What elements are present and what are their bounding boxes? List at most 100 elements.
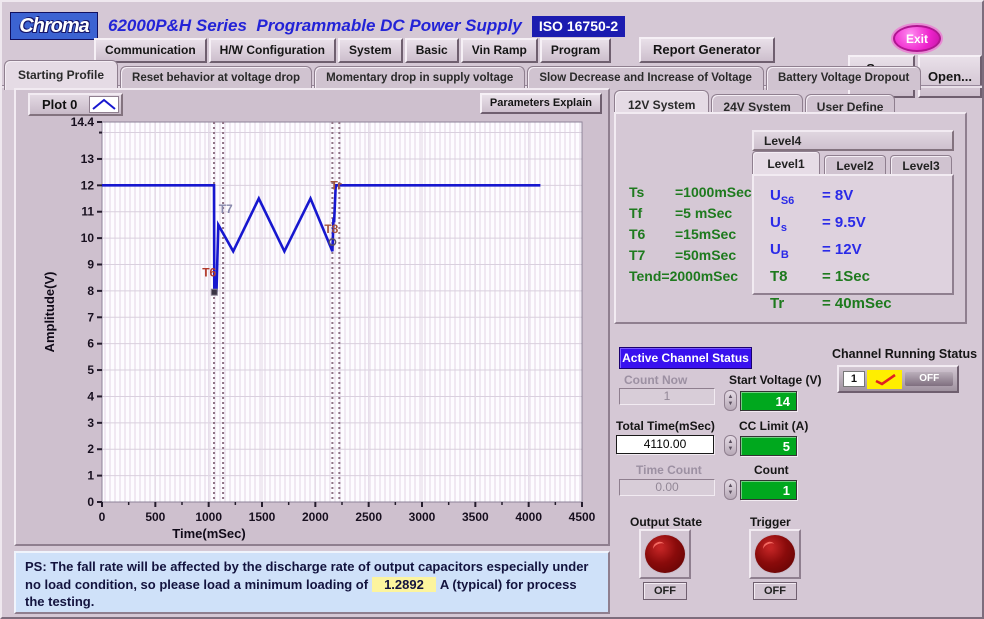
count-spinner[interactable]: ▲ ▼	[724, 479, 737, 500]
spinner-down-icon: ▼	[727, 445, 734, 452]
spinner-up-icon: ▲	[727, 438, 734, 445]
trigger-lamp-icon	[754, 534, 796, 574]
level1-panel: US6 = 8V Us = 9.5V UB = 12V T8 = 1Sec Tr = 40…	[752, 174, 954, 312]
plot-legend-line-icon	[89, 96, 120, 113]
menu-program[interactable]: Program	[539, 38, 612, 63]
x-tick-label: 4500	[569, 510, 596, 524]
channel-off-label: OFF	[905, 372, 953, 386]
tab-level3[interactable]: Level3	[890, 155, 952, 175]
menu-bar: Communication H/W Configuration System B…	[94, 38, 612, 63]
active-channel-status-header: Active Channel Status	[619, 347, 752, 369]
chroma-logo: Chroma	[10, 12, 98, 40]
y-tick-label: 13	[81, 152, 95, 166]
y-tick-label: 8	[87, 284, 94, 298]
param-tend: Tend =2000mSec	[629, 268, 739, 284]
y-tick-label: 5	[87, 363, 94, 377]
y-tick-label: 1	[87, 469, 94, 483]
trigger-label: Trigger	[750, 515, 791, 529]
menu-system[interactable]: System	[337, 38, 403, 63]
x-tick-label: 2500	[355, 510, 382, 524]
plot-annotation-t6: T6	[202, 265, 216, 279]
start-voltage-spinner[interactable]: ▲ ▼	[724, 390, 737, 411]
level-value-row-1: Us = 9.5V	[770, 214, 866, 234]
trigger-control: OFF	[749, 529, 801, 600]
channel-running-status-label: Channel Running Status	[832, 347, 978, 361]
x-tick-label: 1500	[249, 510, 276, 524]
level-tabs: Level1 Level2 Level3	[752, 151, 952, 175]
menu-communication[interactable]: Communication	[94, 38, 207, 63]
plot-legend[interactable]: Plot 0	[28, 93, 124, 116]
tab-momentary-drop[interactable]: Momentary drop in supply voltage	[314, 66, 526, 90]
tab-level1[interactable]: Level1	[752, 151, 820, 175]
report-generator-button[interactable]: Report Generator	[639, 37, 775, 63]
cc-limit-control: ▲ ▼ 5	[724, 435, 797, 456]
plot-annotation-t8: T8	[324, 222, 338, 236]
menu-hw-configuration[interactable]: H/W Configuration	[208, 38, 336, 63]
tab-level2[interactable]: Level2	[824, 155, 886, 175]
output-state-lamp-icon	[644, 534, 686, 574]
y-tick-label: 3	[87, 416, 94, 430]
y-tick-label: 2	[87, 442, 94, 456]
x-tick-label: 3500	[462, 510, 489, 524]
channel-running-status-control[interactable]: 1 OFF	[837, 365, 959, 393]
main-tabs: Starting Profile Reset behavior at volta…	[4, 60, 922, 90]
total-time-field[interactable]: 4110.00	[616, 435, 714, 454]
parameters-explain-button[interactable]: Parameters Explain	[479, 93, 602, 114]
start-voltage-label: Start Voltage (V)	[729, 373, 822, 387]
system-panel: Ts =1000mSec Tf =5 mSec T6 =15mSec T7 =50mSe…	[614, 112, 967, 324]
trigger-off-label[interactable]: OFF	[753, 582, 797, 600]
x-tick-label: 500	[145, 510, 165, 524]
tab-level4[interactable]: Level4	[752, 130, 954, 151]
x-tick-label: 3000	[409, 510, 436, 524]
plot-panel: Plot 0 Parameters Explain 0 1 2 3 4 5 6 7 8 9 10 11…	[14, 88, 610, 546]
app-title: 62000P&H Series Programmable DC Power Su…	[108, 16, 522, 35]
start-voltage-control: ▲ ▼ 14	[724, 390, 797, 411]
spinner-down-icon: ▼	[727, 489, 734, 496]
tab-starting-profile[interactable]: Starting Profile	[4, 60, 119, 90]
x-axis-title: Time(mSec)	[172, 526, 245, 541]
y-tick-label: 6	[87, 337, 94, 351]
output-state-button[interactable]	[639, 529, 691, 579]
exit-button[interactable]: Exit	[893, 25, 941, 52]
count-field[interactable]: 1	[740, 479, 797, 500]
count-now-label: Count Now	[624, 373, 688, 387]
start-voltage-field[interactable]: 14	[740, 390, 797, 411]
spinner-up-icon: ▲	[727, 482, 734, 489]
total-time-label: Total Time(mSec)	[616, 419, 715, 433]
spinner-up-icon: ▲	[727, 393, 734, 400]
spinner-down-icon: ▼	[727, 400, 734, 407]
x-tick-label: 1000	[195, 510, 222, 524]
ps-note: PS: The fall rate will be affected by th…	[14, 551, 610, 614]
time-count-field: 0.00	[619, 479, 715, 496]
count-label: Count	[754, 463, 789, 477]
timing-parameters: Ts =1000mSec Tf =5 mSec T6 =15mSec T7 =50mSe…	[629, 182, 752, 287]
iso-badge: ISO 16750-2	[531, 15, 626, 37]
y-tick-label: 11	[81, 205, 94, 219]
menu-basic[interactable]: Basic	[404, 38, 459, 63]
param-ts: Ts =1000mSec	[629, 184, 752, 200]
param-t6: T6 =15mSec	[629, 226, 737, 242]
waveform-marker	[210, 288, 218, 296]
tab-slow-decrease-increase[interactable]: Slow Decrease and Increase of Voltage	[527, 66, 764, 90]
open-button[interactable]: Open...	[917, 55, 982, 98]
channel-number: 1	[843, 371, 865, 387]
tab-battery-voltage-dropout[interactable]: Battery Voltage Dropout	[765, 66, 922, 90]
cc-limit-spinner[interactable]: ▲ ▼	[724, 435, 737, 456]
count-now-field: 1	[619, 388, 715, 405]
trigger-button[interactable]	[749, 529, 801, 579]
plot-legend-label: Plot 0	[42, 97, 78, 112]
y-tick-label: 4	[87, 389, 94, 403]
note-highlight-value: 1.2892	[372, 576, 436, 592]
tab-reset-behavior[interactable]: Reset behavior at voltage drop	[120, 66, 313, 90]
note-text-before: PS: The fall rate will be affected by th…	[25, 559, 589, 592]
menu-vin-ramp[interactable]: Vin Ramp	[460, 38, 538, 63]
plot-annotation-t7: T7	[219, 202, 233, 216]
x-tick-label: 2000	[302, 510, 329, 524]
x-tick-label: 0	[99, 510, 106, 524]
cc-limit-field[interactable]: 5	[740, 435, 797, 456]
output-state-off-label[interactable]: OFF	[643, 582, 687, 600]
count-control: ▲ ▼ 1	[724, 479, 797, 500]
y-tick-label: 12	[81, 178, 95, 192]
param-t7: T7 =50mSec	[629, 247, 737, 263]
